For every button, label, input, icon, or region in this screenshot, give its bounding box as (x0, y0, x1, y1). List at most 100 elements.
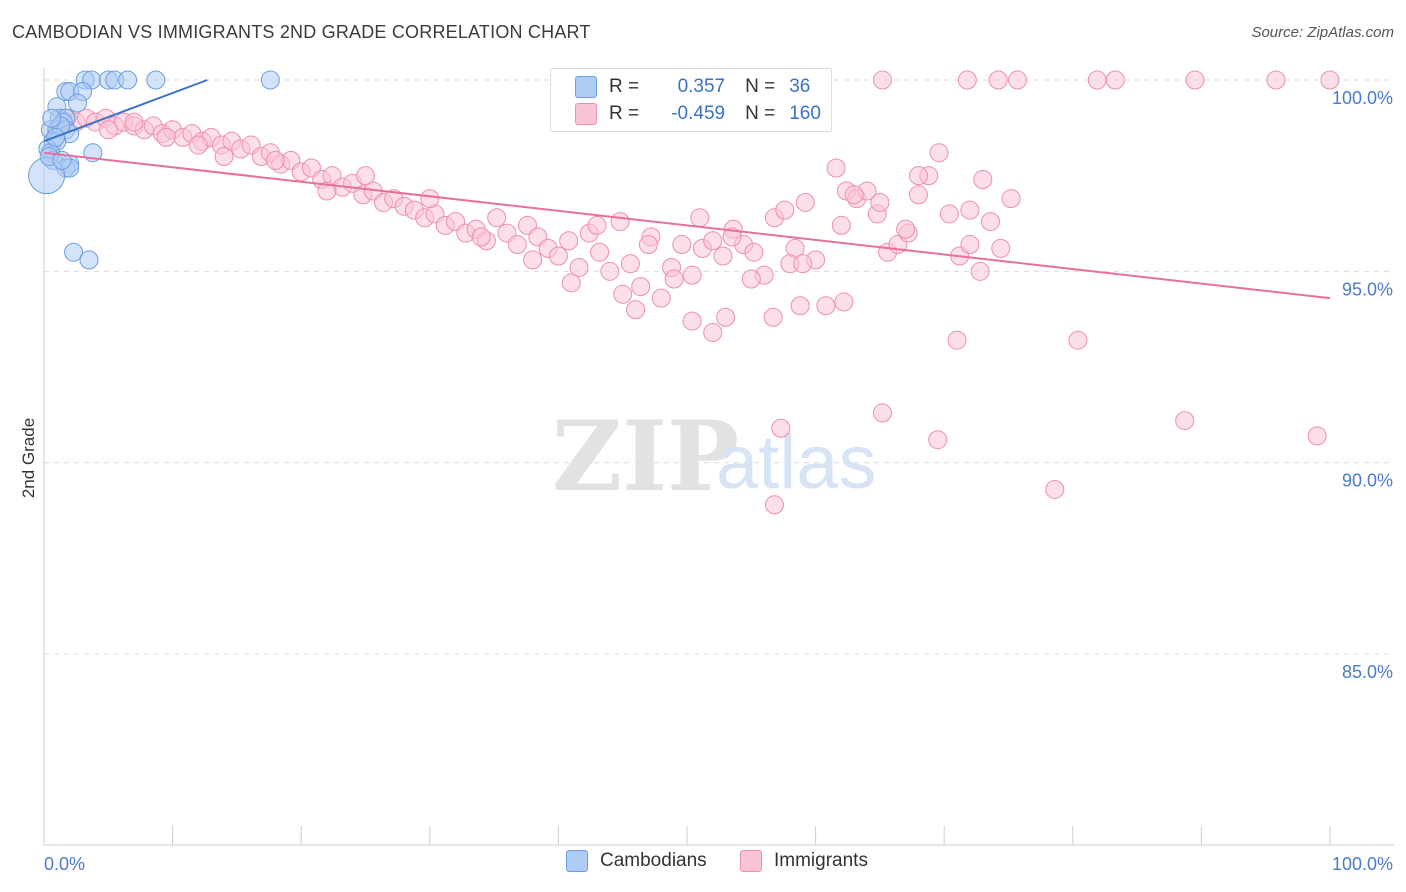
x-tick-label-left: 0.0% (44, 854, 85, 874)
axes (43, 68, 1394, 846)
immigrant-point (908, 166, 928, 186)
immigrant-point (988, 70, 1008, 90)
legend-item-immigrants[interactable]: Immigrants (740, 850, 868, 872)
immigrant-point (590, 242, 610, 262)
cambodian-point (42, 108, 62, 128)
r-label: R = (609, 103, 640, 124)
immigrant-point (569, 258, 589, 278)
n-value: 160 (789, 103, 821, 124)
y-tick-label: 85.0% (1342, 662, 1393, 682)
immigrant-point (793, 254, 813, 274)
y-tick-label: 95.0% (1342, 279, 1393, 299)
legend-label-immigrants: Immigrants (774, 850, 868, 871)
immigrant-point (947, 330, 967, 350)
tick-labels: 100.0% 95.0% 90.0% 85.0% 0.0% 100.0% (44, 88, 1393, 874)
cambodian-point (146, 70, 166, 90)
immigrant-point (980, 212, 1000, 232)
immigrant-point (872, 70, 892, 90)
stats-legend: R = 0.357 N = 36 R = -0.459 N = 160 (550, 68, 832, 132)
legend-label-cambodians: Cambodians (600, 850, 707, 871)
immigrant-point (548, 246, 568, 266)
legend-row-immigrants: R = -0.459 N = 160 (575, 101, 821, 127)
legend-swatch-cambodians (575, 76, 597, 98)
immigrant-point (651, 288, 671, 308)
immigrant-point (1045, 479, 1065, 499)
immigrant-point (973, 169, 993, 189)
immigrant-point (1087, 70, 1107, 90)
cambodian-point (118, 70, 138, 90)
immigrant-point (764, 495, 784, 515)
cambodian-point (64, 242, 84, 262)
immigrant-point (420, 189, 440, 209)
immigrant-point (600, 261, 620, 281)
immigrant-point (682, 265, 702, 285)
immigrant-point (775, 200, 795, 220)
immigrant-point (816, 296, 836, 316)
immigrant-point (929, 143, 949, 163)
immigrant-point (610, 212, 630, 232)
immigrant-point (317, 181, 337, 201)
trend-lines (43, 79, 1331, 300)
immigrant-point (790, 296, 810, 316)
immigrant-point (928, 430, 948, 450)
n-label: N = (745, 76, 776, 97)
immigrant-point (771, 418, 791, 438)
immigrant-point (844, 185, 864, 205)
watermark-atlas: atlas (716, 420, 877, 505)
immigrant-point (587, 215, 607, 235)
immigrant-point (703, 231, 723, 251)
immigrant-point (638, 235, 658, 255)
legend-item-cambodians[interactable]: Cambodians (566, 850, 707, 872)
immigrant-point (741, 269, 761, 289)
r-value: 0.357 (677, 76, 726, 97)
x-tick-label-right: 100.0% (1332, 854, 1393, 874)
immigrant-point (98, 120, 118, 140)
immigrant-point (939, 204, 959, 224)
immigrant-point (626, 300, 646, 320)
immigrant-point (156, 127, 176, 147)
immigrant-point (896, 219, 916, 239)
immigrant-point (908, 185, 928, 205)
immigrant-point (356, 166, 375, 186)
immigrant-point (957, 70, 977, 90)
legend-swatch-cambodians (566, 850, 588, 872)
legend-swatch-immigrants (740, 850, 762, 872)
immigrant-point (834, 292, 854, 312)
immigrant-point (713, 246, 733, 266)
immigrant-point (1266, 70, 1286, 90)
cambodian-point (260, 70, 280, 90)
immigrant-point (1008, 70, 1028, 90)
immigrant-point (722, 227, 742, 247)
immigrant-point (613, 284, 633, 304)
immigrant-point (214, 147, 234, 167)
y-axis-label: 2nd Grade (19, 418, 38, 498)
n-label: N = (745, 103, 776, 124)
n-value: 36 (789, 76, 811, 97)
immigrant-point (1068, 330, 1088, 350)
immigrant-point (672, 235, 692, 255)
immigrant-point (1175, 411, 1195, 431)
immigrant-point (471, 227, 491, 247)
immigrant-point (682, 311, 702, 331)
source-label: Source: ZipAtlas.com (1251, 24, 1394, 41)
immigrant-trend-line (43, 151, 1331, 300)
immigrant-point (487, 208, 507, 228)
immigrant-point (1307, 426, 1327, 446)
immigrant-point (523, 250, 543, 270)
immigrant-point (960, 200, 980, 220)
legend-swatch-immigrants (575, 103, 597, 125)
immigrant-point (960, 235, 980, 255)
immigrant-point (744, 242, 764, 262)
watermark-zip: ZIP (552, 400, 739, 513)
immigrant-point (188, 135, 208, 155)
immigrant-point (1001, 189, 1021, 209)
cambodian-point (79, 250, 99, 270)
grid-lines (44, 79, 1394, 655)
chart-title: CAMBODIAN VS IMMIGRANTS 2ND GRADE CORREL… (12, 22, 591, 42)
immigrant-point (872, 403, 892, 423)
immigrant-point (991, 238, 1011, 258)
series-legend: Cambodians Immigrants (0, 850, 1406, 878)
immigrant-point (620, 254, 640, 274)
immigrant-point (763, 307, 783, 327)
